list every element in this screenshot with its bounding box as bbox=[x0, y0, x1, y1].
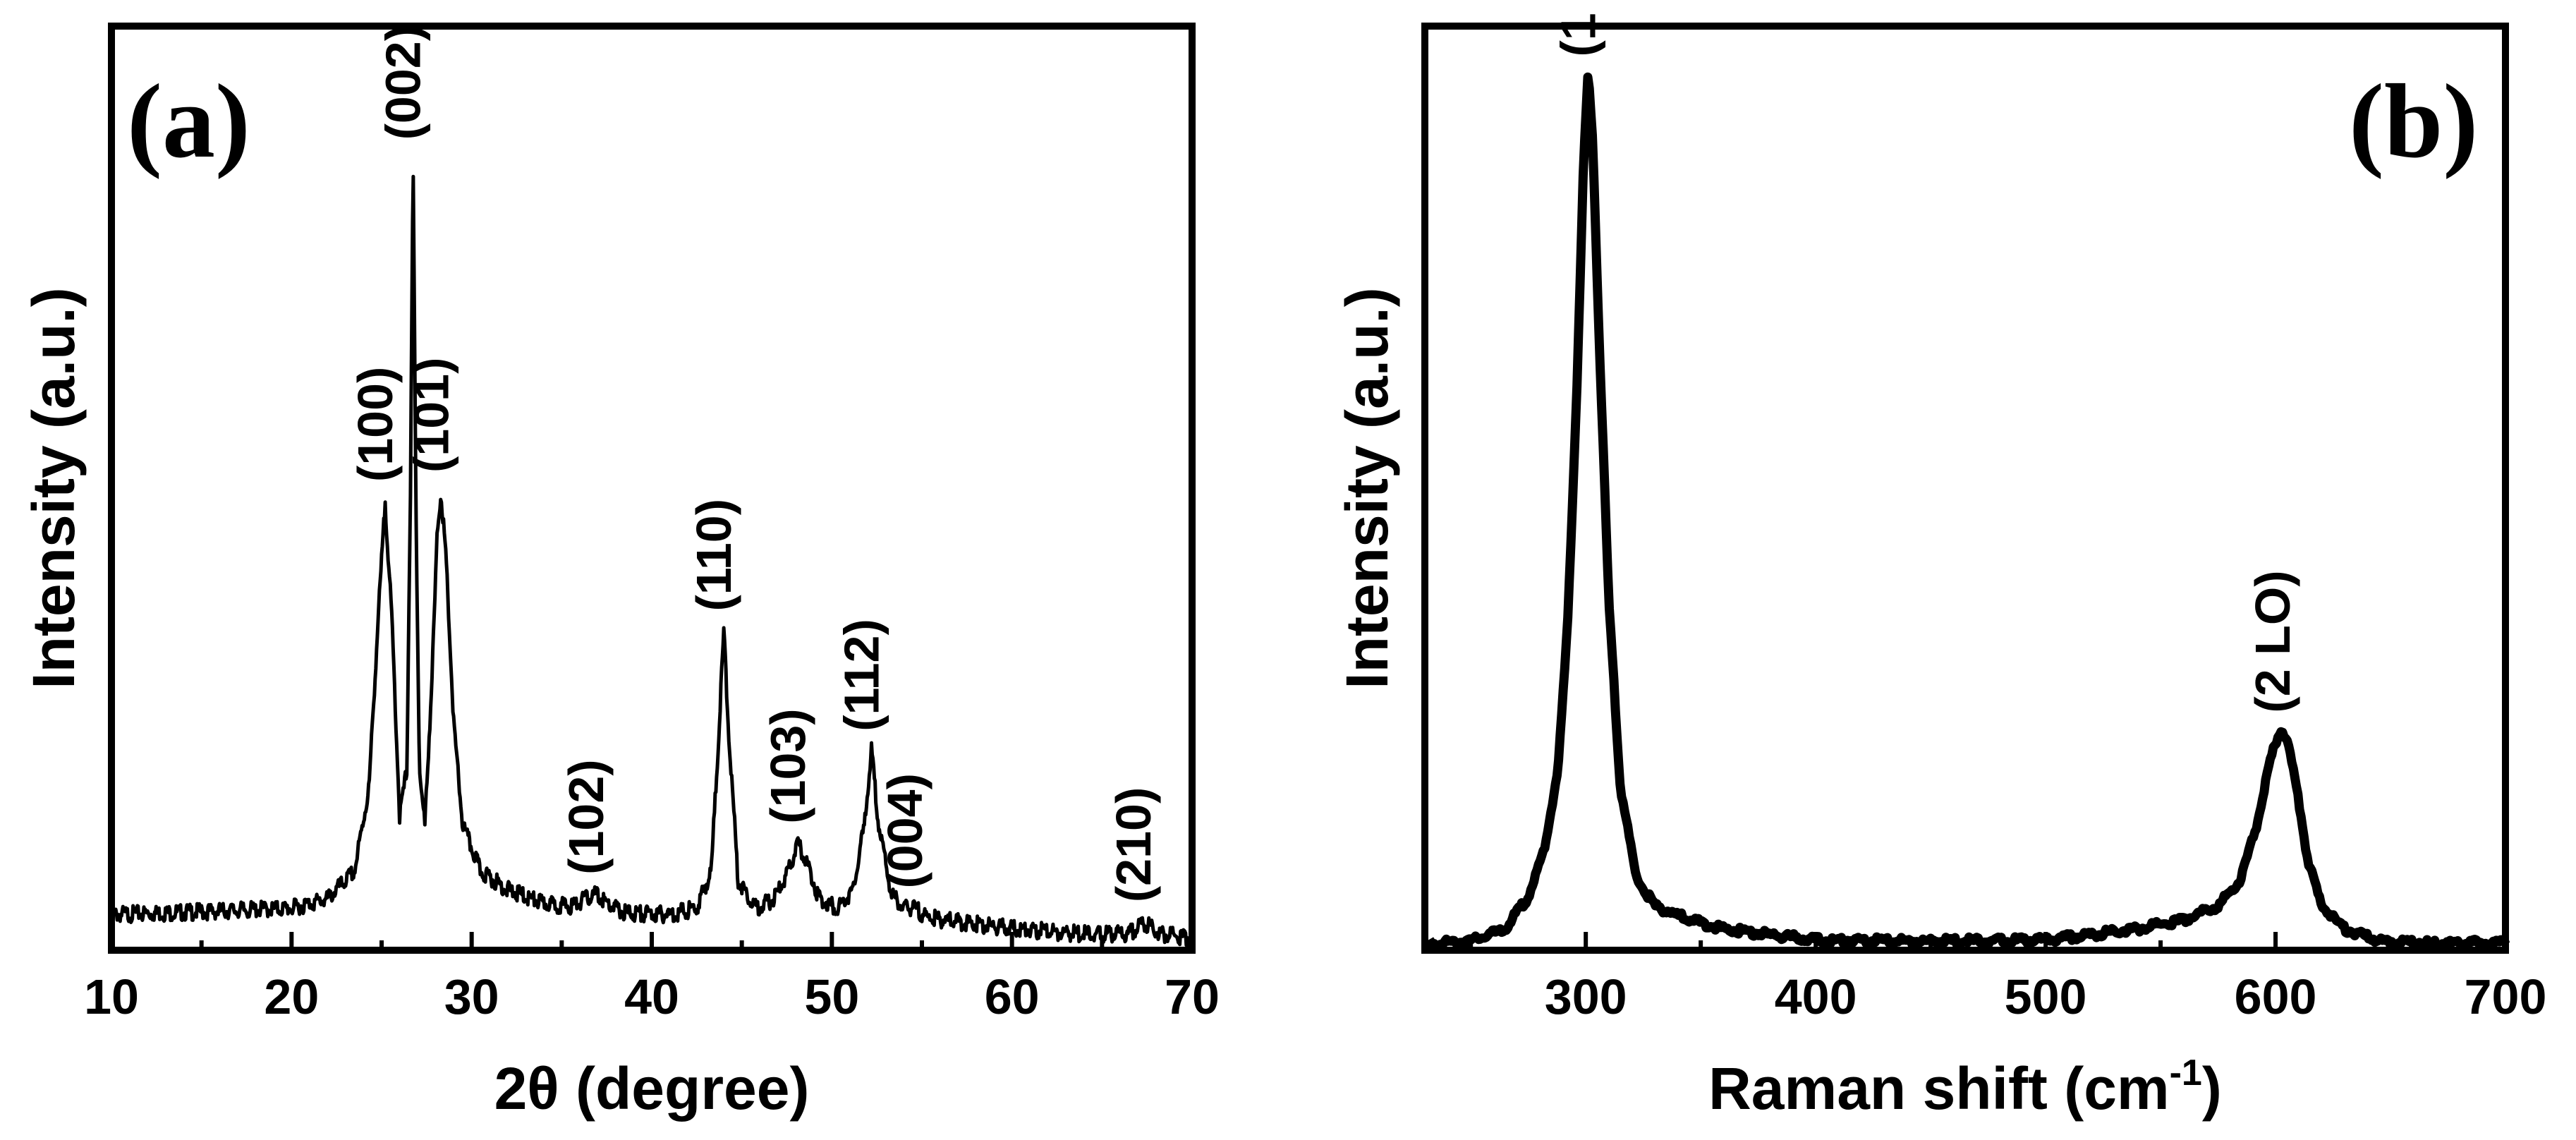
peak-label: (1 LO) bbox=[1550, 0, 1605, 57]
xrd-panel: 10 20 30 40 50 60 70 (100) (002) (101) (102) (110)… bbox=[20, 23, 1220, 1122]
raman-panel-label: (b) bbox=[2349, 63, 2478, 180]
raman-x-ticks: 300 400 500 600 700 bbox=[1469, 932, 2547, 1024]
xrd-peak-labels: (100) (002) (101) (102) (110) (103) (112) (004)… bbox=[348, 25, 1161, 902]
xrd-x-axis-label: 2θ (degree) bbox=[494, 1055, 810, 1122]
peak-label: (102) bbox=[559, 759, 614, 874]
raman-peak-labels: (1 LO) (2 LO) bbox=[1550, 0, 2299, 713]
x-tick-label: 600 bbox=[2235, 969, 2317, 1024]
x-tick-label: 30 bbox=[444, 969, 499, 1024]
x-tick-label: 700 bbox=[2465, 969, 2547, 1024]
raman-plot-frame bbox=[1421, 23, 2509, 954]
x-tick-label: 60 bbox=[985, 969, 1040, 1024]
x-tick-label: 70 bbox=[1165, 969, 1220, 1024]
x-tick-label: 10 bbox=[84, 969, 139, 1024]
x-tick-label: 500 bbox=[2005, 969, 2087, 1024]
peak-label: (002) bbox=[376, 25, 431, 140]
peak-label: (004) bbox=[877, 773, 932, 888]
raman-x-label-superscript: -1 bbox=[2170, 1053, 2202, 1093]
xrd-x-ticks: 10 20 30 40 50 60 70 bbox=[84, 932, 1220, 1024]
raman-y-axis-label: Intensity (a.u.) bbox=[1334, 287, 1400, 689]
x-tick-label: 20 bbox=[264, 969, 319, 1024]
xrd-y-axis-label: Intensity (a.u.) bbox=[20, 287, 87, 689]
x-tick-label: 300 bbox=[1545, 969, 1627, 1024]
peak-label: (210) bbox=[1106, 787, 1161, 902]
xrd-trace bbox=[109, 174, 1194, 947]
peak-label: (2 LO) bbox=[2245, 570, 2300, 712]
peak-label: (112) bbox=[834, 619, 889, 732]
x-tick-label: 40 bbox=[624, 969, 679, 1024]
peak-label: (100) bbox=[348, 367, 403, 482]
peak-label: (103) bbox=[760, 708, 815, 823]
xrd-plot-frame bbox=[108, 23, 1196, 954]
raman-x-axis-label: Raman shift (cm-1) bbox=[1708, 1053, 2222, 1122]
raman-x-label-main: Raman shift (cm bbox=[1708, 1055, 2169, 1122]
peak-label: (110) bbox=[686, 499, 741, 612]
x-tick-label: 400 bbox=[1775, 969, 1857, 1024]
peak-label: (101) bbox=[403, 358, 458, 473]
xrd-panel-label: (a) bbox=[127, 63, 250, 180]
raman-x-label-suffix: ) bbox=[2202, 1055, 2222, 1122]
raman-trace bbox=[1425, 72, 2510, 952]
x-tick-label: 50 bbox=[804, 969, 859, 1024]
raman-panel: 300 400 500 600 700 (1 LO) (2 LO) (b) Intensi… bbox=[1334, 0, 2546, 1122]
